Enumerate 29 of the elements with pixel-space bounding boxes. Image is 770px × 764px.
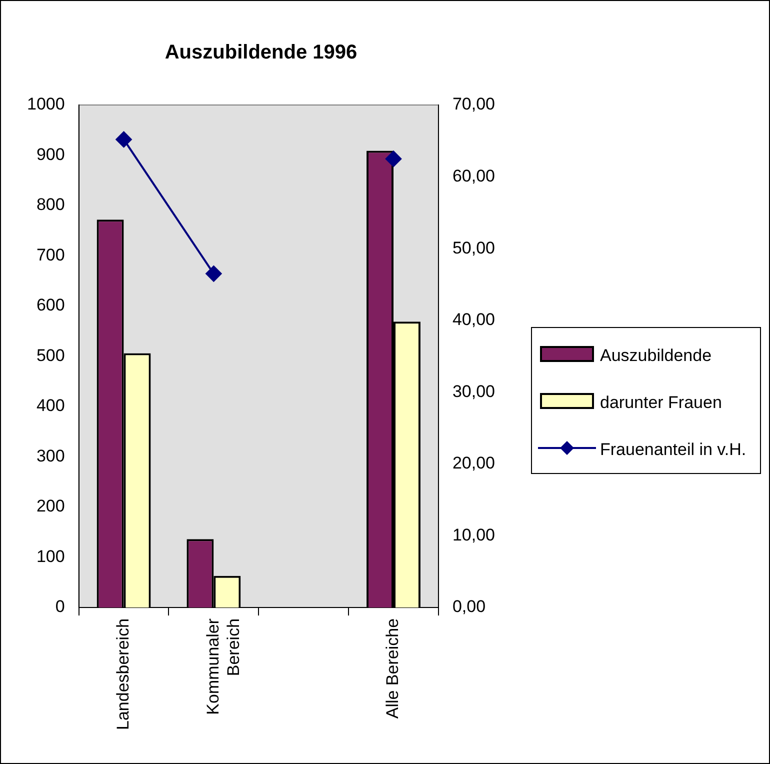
y2-tick-label: 60,00: [452, 166, 496, 186]
legend-label: Frauenanteil in v.H.: [600, 439, 746, 461]
legend-label: darunter Frauen: [600, 392, 722, 414]
y-tick-label: 800: [36, 195, 65, 214]
y2-tick-label: 40,00: [452, 310, 496, 330]
y-tick-label: 1000: [26, 94, 65, 114]
x-tick-label: Kommunaler Bereich: [203, 618, 243, 715]
y-tick-label: 200: [36, 496, 65, 516]
y-tick-label: 0: [55, 597, 65, 616]
y-tick-label: 500: [36, 346, 65, 365]
y2-tick-label: 20,00: [452, 454, 496, 473]
point: [116, 131, 132, 148]
x-tick-label: Landesbereich: [113, 618, 132, 730]
y2-tick-label: 70,00: [452, 94, 496, 114]
y2-tick-label: 50,00: [452, 238, 496, 258]
y2-tick-label: 30,00: [452, 382, 496, 401]
y-tick-label: 400: [36, 396, 65, 416]
x-tick-label: Alle Bereiche: [383, 618, 402, 719]
y2-tick-label: 0,00: [452, 597, 486, 616]
y-tick-label: 300: [36, 446, 65, 466]
point: [386, 150, 402, 167]
legend-label: Auszubildende: [600, 345, 712, 367]
y-tick-label: 100: [36, 546, 65, 566]
y-tick-label: 600: [36, 296, 65, 315]
y-tick-label: 700: [36, 245, 65, 264]
y-tick-label: 900: [36, 144, 65, 164]
chart-title: Auszubildende 1996: [164, 42, 358, 64]
point: [206, 266, 222, 282]
y2-tick-label: 10,00: [452, 525, 496, 544]
